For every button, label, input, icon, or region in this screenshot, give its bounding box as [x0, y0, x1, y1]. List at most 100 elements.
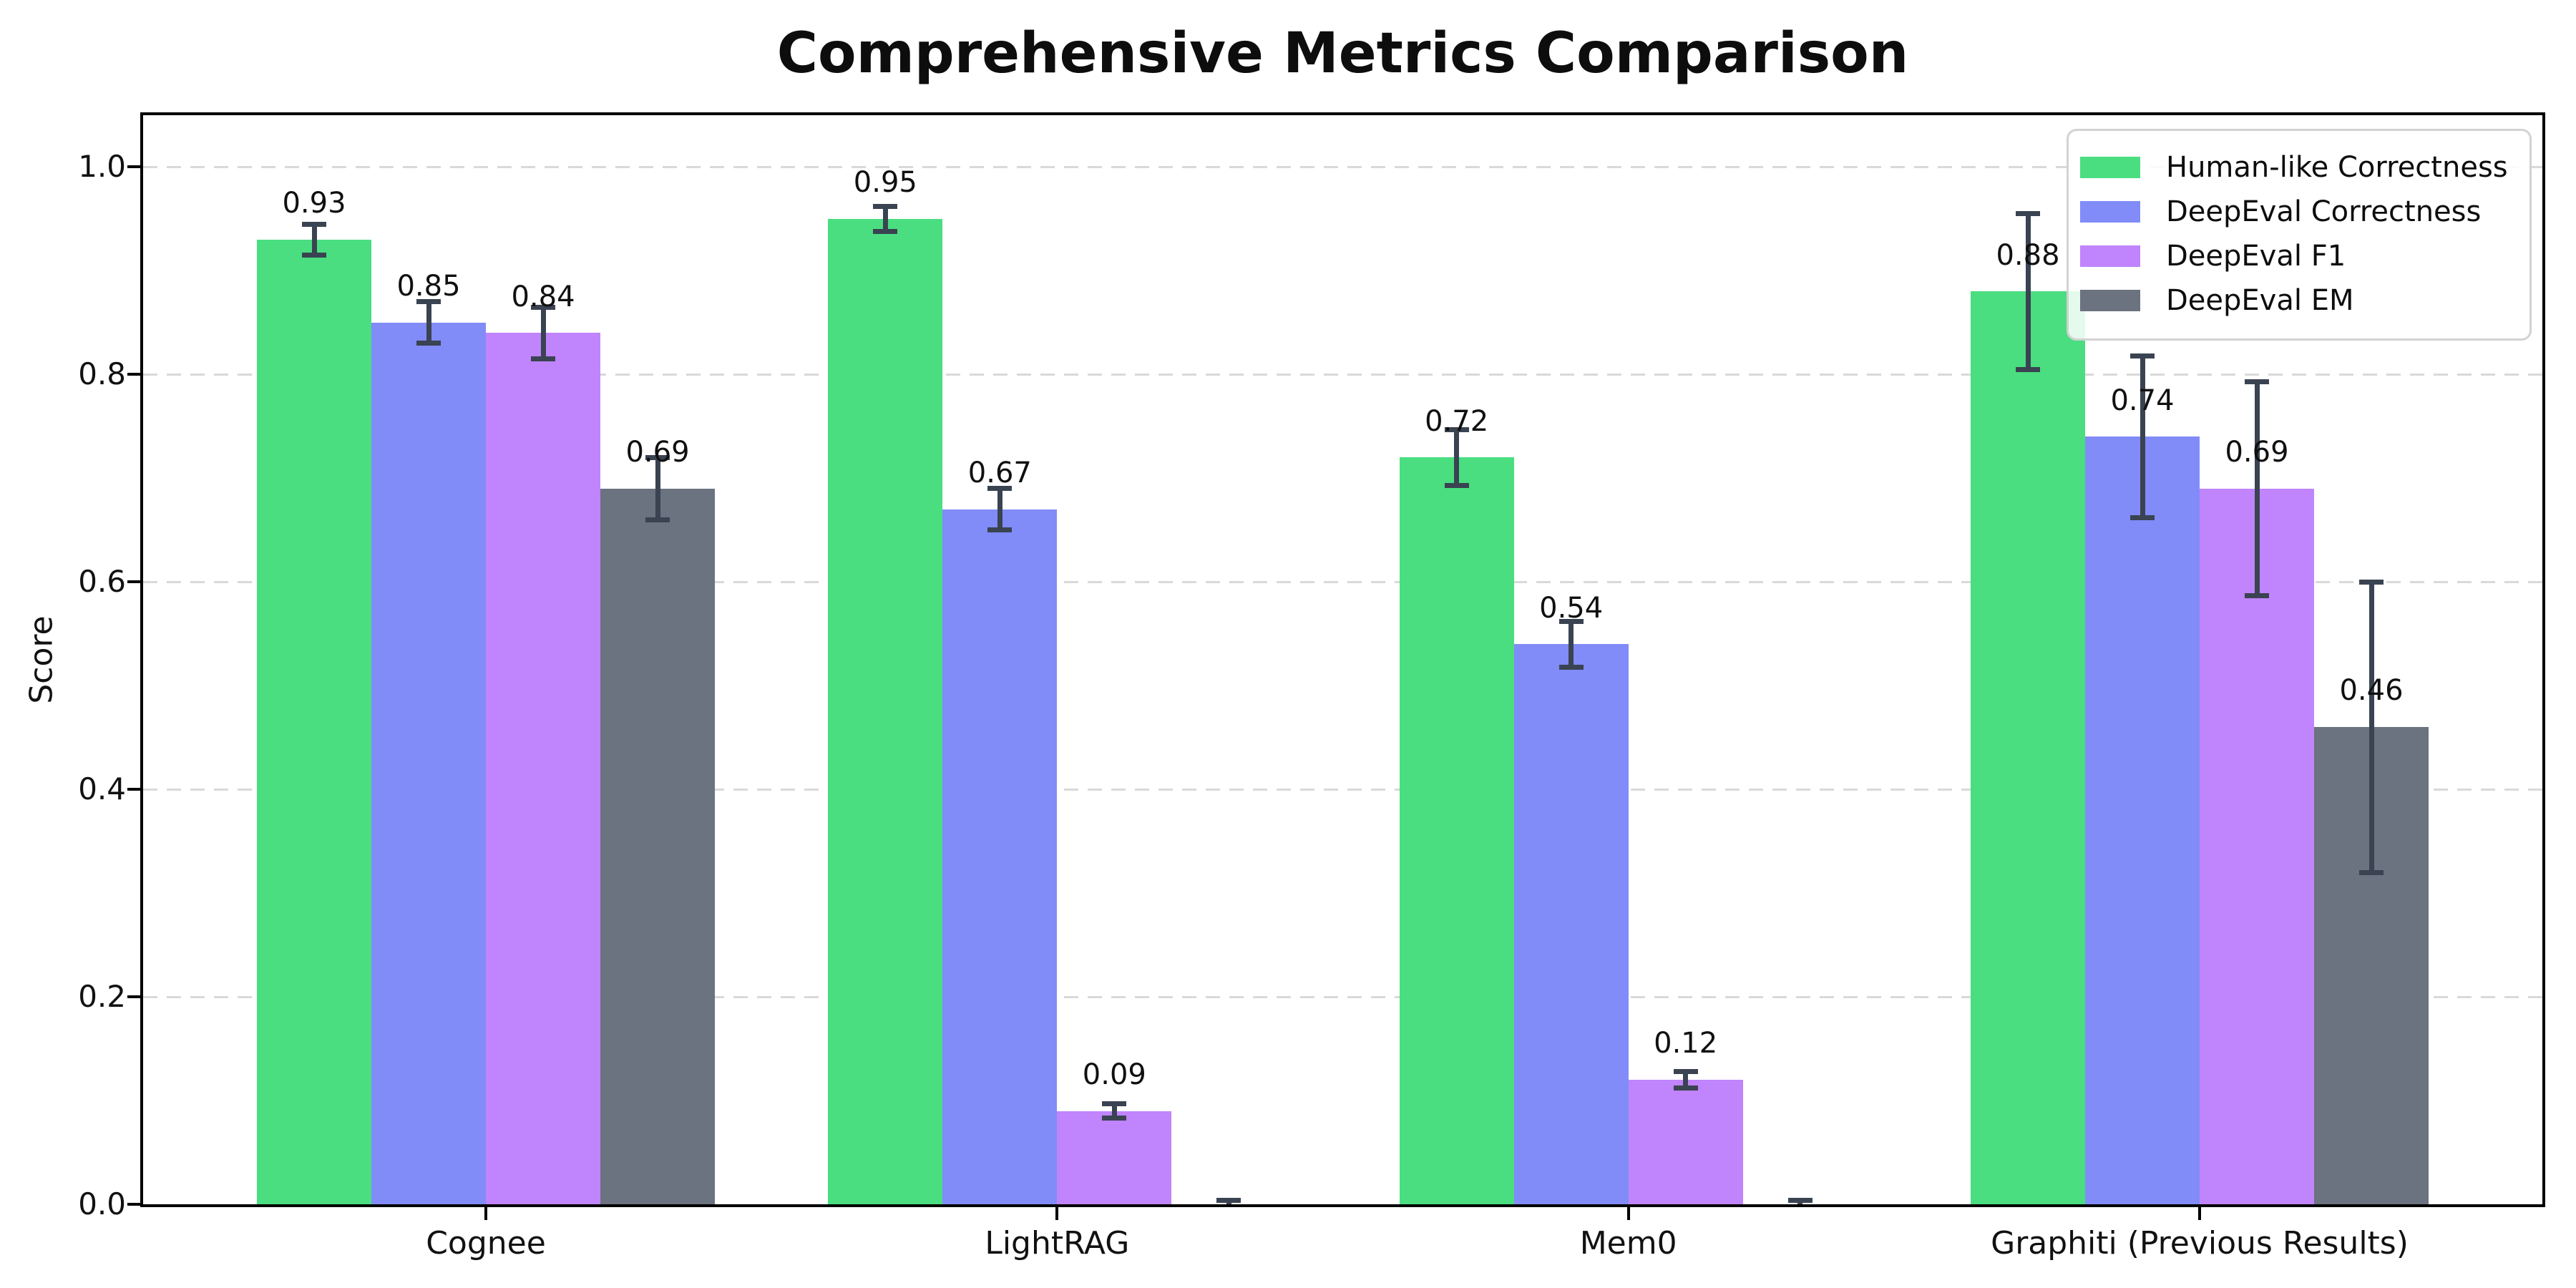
error-bar [540, 307, 546, 359]
bar-human-like-correctness-3 [1971, 291, 2085, 1204]
error-bar-cap-bottom [1444, 482, 1469, 488]
bar-human-like-correctness-1 [828, 218, 943, 1204]
legend-item: Human-like Correctness [2080, 145, 2512, 190]
legend-label: DeepEval F1 [2166, 240, 2346, 273]
x-tick-mark [1055, 1207, 1059, 1220]
error-bar [2254, 381, 2260, 596]
error-bar [1683, 1071, 1689, 1088]
bar-value-label: 0.67 [967, 457, 1032, 490]
gridline [143, 580, 2542, 583]
error-bar-cap-bottom [531, 356, 555, 362]
y-tick-label: 0.2 [78, 979, 126, 1015]
error-bar-cap-top [2245, 379, 2269, 385]
error-bar [1111, 1103, 1117, 1118]
error-bar-cap-top [1787, 1197, 1813, 1203]
error-bar [2140, 356, 2145, 518]
x-tick-mark [1626, 1207, 1630, 1220]
error-bar-cap-bottom [1558, 664, 1584, 670]
y-tick-mark [127, 995, 140, 999]
bar-value-label: 0.85 [396, 270, 461, 303]
y-tick-label: 0.0 [78, 1186, 126, 1221]
y-tick-label: 0.4 [78, 771, 126, 807]
error-bar-cap-top [302, 221, 326, 227]
error-bar-cap-top [2359, 579, 2384, 585]
bar-value-label: 0.84 [511, 280, 575, 313]
bar-value-label: 0.74 [2110, 384, 2175, 417]
error-bar-cap-top [873, 204, 898, 210]
y-tick-label: 0.8 [78, 356, 126, 392]
bar-deepeval-correctness-2 [1513, 644, 1629, 1204]
y-tick-label: 1.0 [78, 149, 126, 185]
gridline [143, 995, 2542, 998]
bar-deepeval-f1-3 [2200, 488, 2314, 1204]
legend-label: Human-like Correctness [2166, 151, 2508, 184]
x-tick-label: Cognee [426, 1225, 546, 1262]
bar-value-label: 0.72 [1425, 404, 1489, 438]
bar-deepeval-correctness-1 [942, 509, 1058, 1204]
bar-deepeval-correctness-3 [2085, 436, 2200, 1204]
error-bar [2025, 213, 2031, 370]
error-bar [311, 224, 317, 255]
error-bar-cap-bottom [416, 341, 441, 346]
y-tick-mark [127, 1203, 140, 1206]
error-bar-cap-top [1673, 1068, 1698, 1074]
bar-deepeval-em-0 [600, 488, 715, 1204]
error-bar-cap-top [416, 299, 441, 305]
error-bar-cap-bottom [987, 527, 1013, 533]
error-bar-cap-top [1102, 1101, 1127, 1106]
bar-deepeval-correctness-0 [371, 322, 486, 1204]
error-bar-cap-bottom [645, 517, 670, 522]
error-bar [882, 206, 888, 232]
bar-value-label: 0.54 [1539, 591, 1604, 625]
bar-value-label: 0.09 [1082, 1058, 1146, 1091]
error-bar-cap-top [531, 304, 555, 310]
bar-value-label: 0.69 [2225, 436, 2289, 469]
x-tick-label: Mem0 [1579, 1225, 1677, 1262]
legend-swatch [2080, 290, 2140, 311]
legend-swatch [2080, 157, 2140, 178]
y-tick-mark [127, 165, 140, 169]
error-bar [1568, 621, 1574, 668]
error-bar-cap-bottom [2359, 869, 2384, 875]
legend-label: DeepEval EM [2166, 284, 2354, 317]
bar-deepeval-f1-2 [1628, 1080, 1743, 1204]
error-bar-cap-bottom [2245, 592, 2269, 598]
error-bar-cap-bottom [302, 253, 326, 258]
x-tick-mark [2198, 1207, 2201, 1220]
chart-title: Comprehensive Metrics Comparison [776, 21, 1909, 86]
legend-item: DeepEval Correctness [2080, 190, 2512, 234]
gridline [143, 788, 2542, 791]
legend-swatch [2080, 245, 2140, 267]
bar-value-label: 0.46 [2339, 674, 2404, 708]
bar-value-label: 0.12 [1654, 1027, 1718, 1060]
bar-value-label: 0.93 [282, 187, 346, 220]
error-bar-cap-top [1444, 426, 1469, 432]
error-bar [655, 457, 660, 520]
bar-deepeval-f1-0 [486, 333, 600, 1204]
legend-label: DeepEval Correctness [2166, 195, 2482, 228]
bar-human-like-correctness-0 [257, 239, 371, 1204]
x-tick-mark [484, 1207, 487, 1220]
y-tick-label: 0.6 [78, 564, 126, 600]
error-bar-cap-top [2130, 353, 2155, 358]
bar-value-label: 0.69 [625, 436, 690, 469]
error-bar-cap-bottom [873, 228, 898, 234]
legend-swatch [2080, 201, 2140, 223]
error-bar-cap-bottom [2016, 366, 2040, 372]
gridline [143, 373, 2542, 376]
error-bar-cap-top [645, 454, 670, 460]
gridline [143, 165, 2542, 168]
error-bar-cap-top [2016, 211, 2040, 217]
error-bar-cap-top [987, 486, 1013, 492]
error-bar-cap-top [1558, 618, 1584, 624]
x-tick-label: LightRAG [985, 1225, 1130, 1262]
error-bar [426, 301, 431, 343]
y-tick-mark [127, 788, 140, 791]
error-bar-cap-top [1216, 1197, 1241, 1203]
error-bar [997, 488, 1002, 530]
error-bar-cap-bottom [1673, 1085, 1698, 1091]
error-bar-cap-bottom [2130, 514, 2155, 520]
legend-item: DeepEval F1 [2080, 234, 2512, 278]
error-bar [2368, 582, 2374, 873]
